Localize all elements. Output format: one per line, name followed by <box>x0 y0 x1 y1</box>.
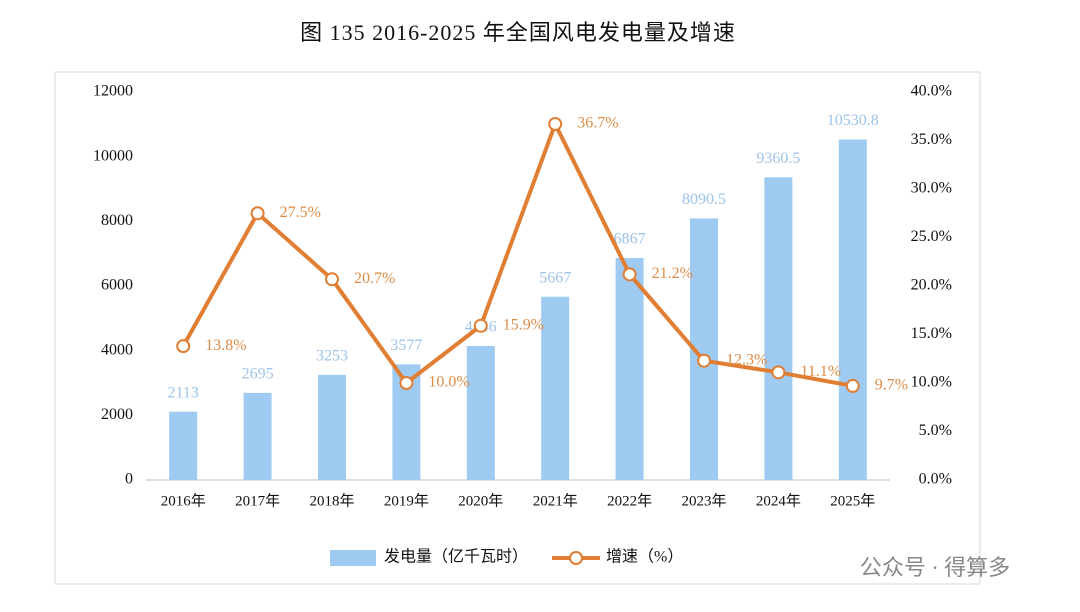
x-tick-label: 2024年 <box>756 492 801 509</box>
bar <box>466 345 495 480</box>
line-value-label: 12.3% <box>726 351 767 368</box>
bar-value-label: 3253 <box>316 347 348 364</box>
line-marker <box>548 117 563 132</box>
y2-tick-label: 0.0% <box>919 471 952 488</box>
bar <box>318 374 346 480</box>
y-tick-label: 10000 <box>93 147 133 164</box>
y-tick-label: 0 <box>125 471 133 488</box>
y-tick-label: 2000 <box>101 406 133 423</box>
line-value-label: 9.7% <box>875 377 908 394</box>
x-tick-label: 2020年 <box>458 492 503 509</box>
line-value-label: 36.7% <box>577 115 618 132</box>
chart-title: 图 135 2016-2025 年全国风电发电量及增速 <box>300 20 736 45</box>
watermark: 公众号 · 得算多 <box>860 555 1010 580</box>
x-tick-label: 2019年 <box>384 492 429 509</box>
chart-frame <box>54 71 981 585</box>
line-marker <box>845 378 860 393</box>
line-value-label: 10.0% <box>428 374 469 391</box>
bar-value-label: 9360.5 <box>756 150 800 167</box>
y2-tick-label: 25.0% <box>911 228 952 245</box>
y2-tick-label: 30.0% <box>911 180 952 197</box>
y-tick-label: 4000 <box>101 341 133 358</box>
x-tick-label: 2018年 <box>309 492 354 509</box>
legend-swatch <box>330 550 376 566</box>
bar <box>615 257 644 480</box>
bar-value-label: 10530.8 <box>827 112 879 129</box>
line-marker <box>176 339 191 354</box>
y2-tick-label: 20.0% <box>911 277 952 294</box>
legend-swatch <box>569 551 584 565</box>
bar-value-label: 5667 <box>539 269 571 286</box>
bar-value-label: 2113 <box>167 384 198 401</box>
y-tick-label: 6000 <box>101 277 133 294</box>
bar <box>169 411 198 480</box>
x-tick-label: 2021年 <box>533 492 578 509</box>
line-marker <box>325 272 339 287</box>
y2-tick-label: 40.0% <box>911 83 952 100</box>
y2-tick-label: 5.0% <box>919 422 952 439</box>
line-marker <box>697 353 711 368</box>
y-tick-label: 8000 <box>101 212 133 229</box>
bar-value-label: 8090.5 <box>682 191 726 208</box>
x-tick-label: 2016年 <box>161 492 206 509</box>
y2-tick-label: 35.0% <box>911 131 952 148</box>
legend-label: 增速（%） <box>606 548 683 566</box>
bar <box>764 177 793 481</box>
bar <box>541 296 570 480</box>
line-marker <box>399 376 414 390</box>
line-value-label: 27.5% <box>280 204 321 221</box>
y2-tick-label: 15.0% <box>911 325 952 342</box>
x-tick-label: 2022年 <box>607 492 652 509</box>
line-marker <box>771 365 786 380</box>
bar-value-label: 3577 <box>390 337 422 354</box>
line-value-label: 21.2% <box>652 265 693 282</box>
line-marker <box>622 267 637 282</box>
line-value-label: 13.8% <box>205 337 246 354</box>
line-value-label: 20.7% <box>354 270 395 287</box>
line-marker <box>473 318 488 333</box>
bar <box>838 139 867 480</box>
x-tick-label: 2023年 <box>681 492 726 509</box>
line-value-label: 11.1% <box>800 363 841 380</box>
line-value-label: 15.9% <box>503 316 544 333</box>
bar <box>243 392 272 480</box>
x-tick-label: 2017年 <box>235 492 280 509</box>
y-tick-label: 12000 <box>93 83 133 100</box>
legend-label: 发电量（亿千瓦时） <box>384 548 528 566</box>
bar-value-label: 2695 <box>242 366 274 383</box>
x-tick-label: 2025年 <box>830 492 875 509</box>
line <box>181 122 854 388</box>
y2-tick-label: 10.0% <box>911 374 952 391</box>
bar-value-label: 6867 <box>614 231 646 248</box>
line-marker <box>250 206 265 221</box>
